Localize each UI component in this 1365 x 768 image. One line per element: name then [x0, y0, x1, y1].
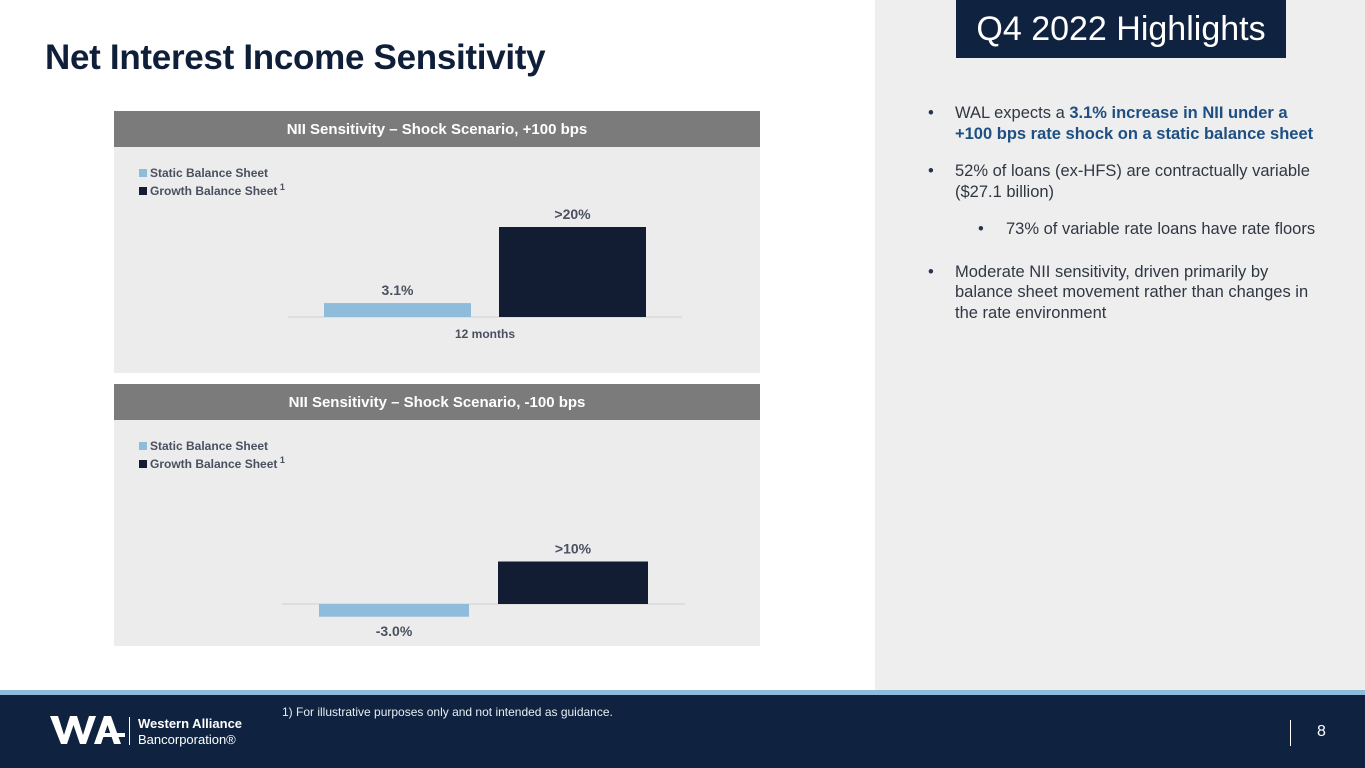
- chart-minus-100: Static Balance Sheet Growth Balance Sheet…: [139, 439, 685, 639]
- legend-swatch: [139, 187, 147, 195]
- company-subname: Bancorporation®: [138, 732, 236, 747]
- logo-divider: [129, 717, 130, 745]
- data-label: -3.0%: [376, 623, 413, 639]
- bullet-dot: •: [978, 220, 984, 238]
- bar: [324, 303, 471, 317]
- legend-footnote-marker: 1: [277, 182, 285, 192]
- sub-bullet-item: • 73% of variable rate loans have rate fl…: [928, 219, 1328, 240]
- chart-title: NII Sensitivity – Shock Scenario, -100 b…: [114, 384, 760, 420]
- legend-swatch: [139, 442, 147, 450]
- page-title: Net Interest Income Sensitivity: [45, 38, 546, 77]
- legend-label: Static Balance Sheet: [150, 166, 268, 180]
- bullet-text: 52% of loans (ex-HFS) are contractually …: [955, 162, 1310, 201]
- company-name: Western Alliance: [138, 716, 243, 731]
- highlights-panel: [875, 0, 1365, 690]
- data-label: >10%: [555, 541, 592, 557]
- footnote: 1) For illustrative purposes only and no…: [282, 705, 613, 719]
- bullet-dot: •: [928, 162, 934, 180]
- chart-panel-up: NII Sensitivity – Shock Scenario, +100 b…: [114, 111, 760, 373]
- legend-swatch: [139, 169, 147, 177]
- page-number-divider: [1290, 720, 1291, 746]
- bullet-item: • Moderate NII sensitivity, driven primar…: [928, 262, 1328, 324]
- highlights-title: Q4 2022 Highlights: [956, 0, 1286, 58]
- bullet-text: 73% of variable rate loans have rate flo…: [1006, 220, 1316, 238]
- bar: [319, 604, 469, 617]
- bar: [499, 227, 646, 317]
- category-label: 12 months: [455, 327, 515, 341]
- legend-label: Growth Balance Sheet 1: [150, 455, 285, 471]
- data-label: 3.1%: [382, 282, 414, 298]
- bullet-text: Moderate NII sensitivity, driven primari…: [955, 262, 1309, 322]
- legend-label: Static Balance Sheet: [150, 439, 268, 453]
- legend-label: Growth Balance Sheet 1: [150, 182, 285, 198]
- bullet-item: • 52% of loans (ex-HFS) are contractually…: [928, 161, 1328, 202]
- legend-swatch: [139, 460, 147, 468]
- western-alliance-logo-icon: [50, 716, 125, 744]
- bullet-dot: •: [928, 262, 934, 281]
- chart-title: NII Sensitivity – Shock Scenario, +100 b…: [114, 111, 760, 147]
- footer-bar: [0, 695, 1365, 768]
- bullet-text: WAL expects a: [955, 104, 1070, 122]
- chart-plus-100: Static Balance Sheet Growth Balance Sheet…: [139, 166, 682, 341]
- highlights-bullets: • WAL expects a 3.1% increase in NII unde…: [928, 103, 1328, 340]
- data-label: >20%: [554, 206, 591, 222]
- bullet-item: • WAL expects a 3.1% increase in NII unde…: [928, 103, 1328, 144]
- bullet-dot: •: [928, 104, 934, 122]
- footer-accent-line: [0, 690, 1365, 695]
- legend-footnote-marker: 1: [277, 455, 285, 465]
- bullet-emphasis: 3.1% increase in NII under a +100 bps ra…: [955, 104, 1314, 143]
- page-number: 8: [1317, 723, 1326, 740]
- chart-panel-down: NII Sensitivity – Shock Scenario, -100 b…: [114, 384, 760, 646]
- bar: [498, 561, 648, 604]
